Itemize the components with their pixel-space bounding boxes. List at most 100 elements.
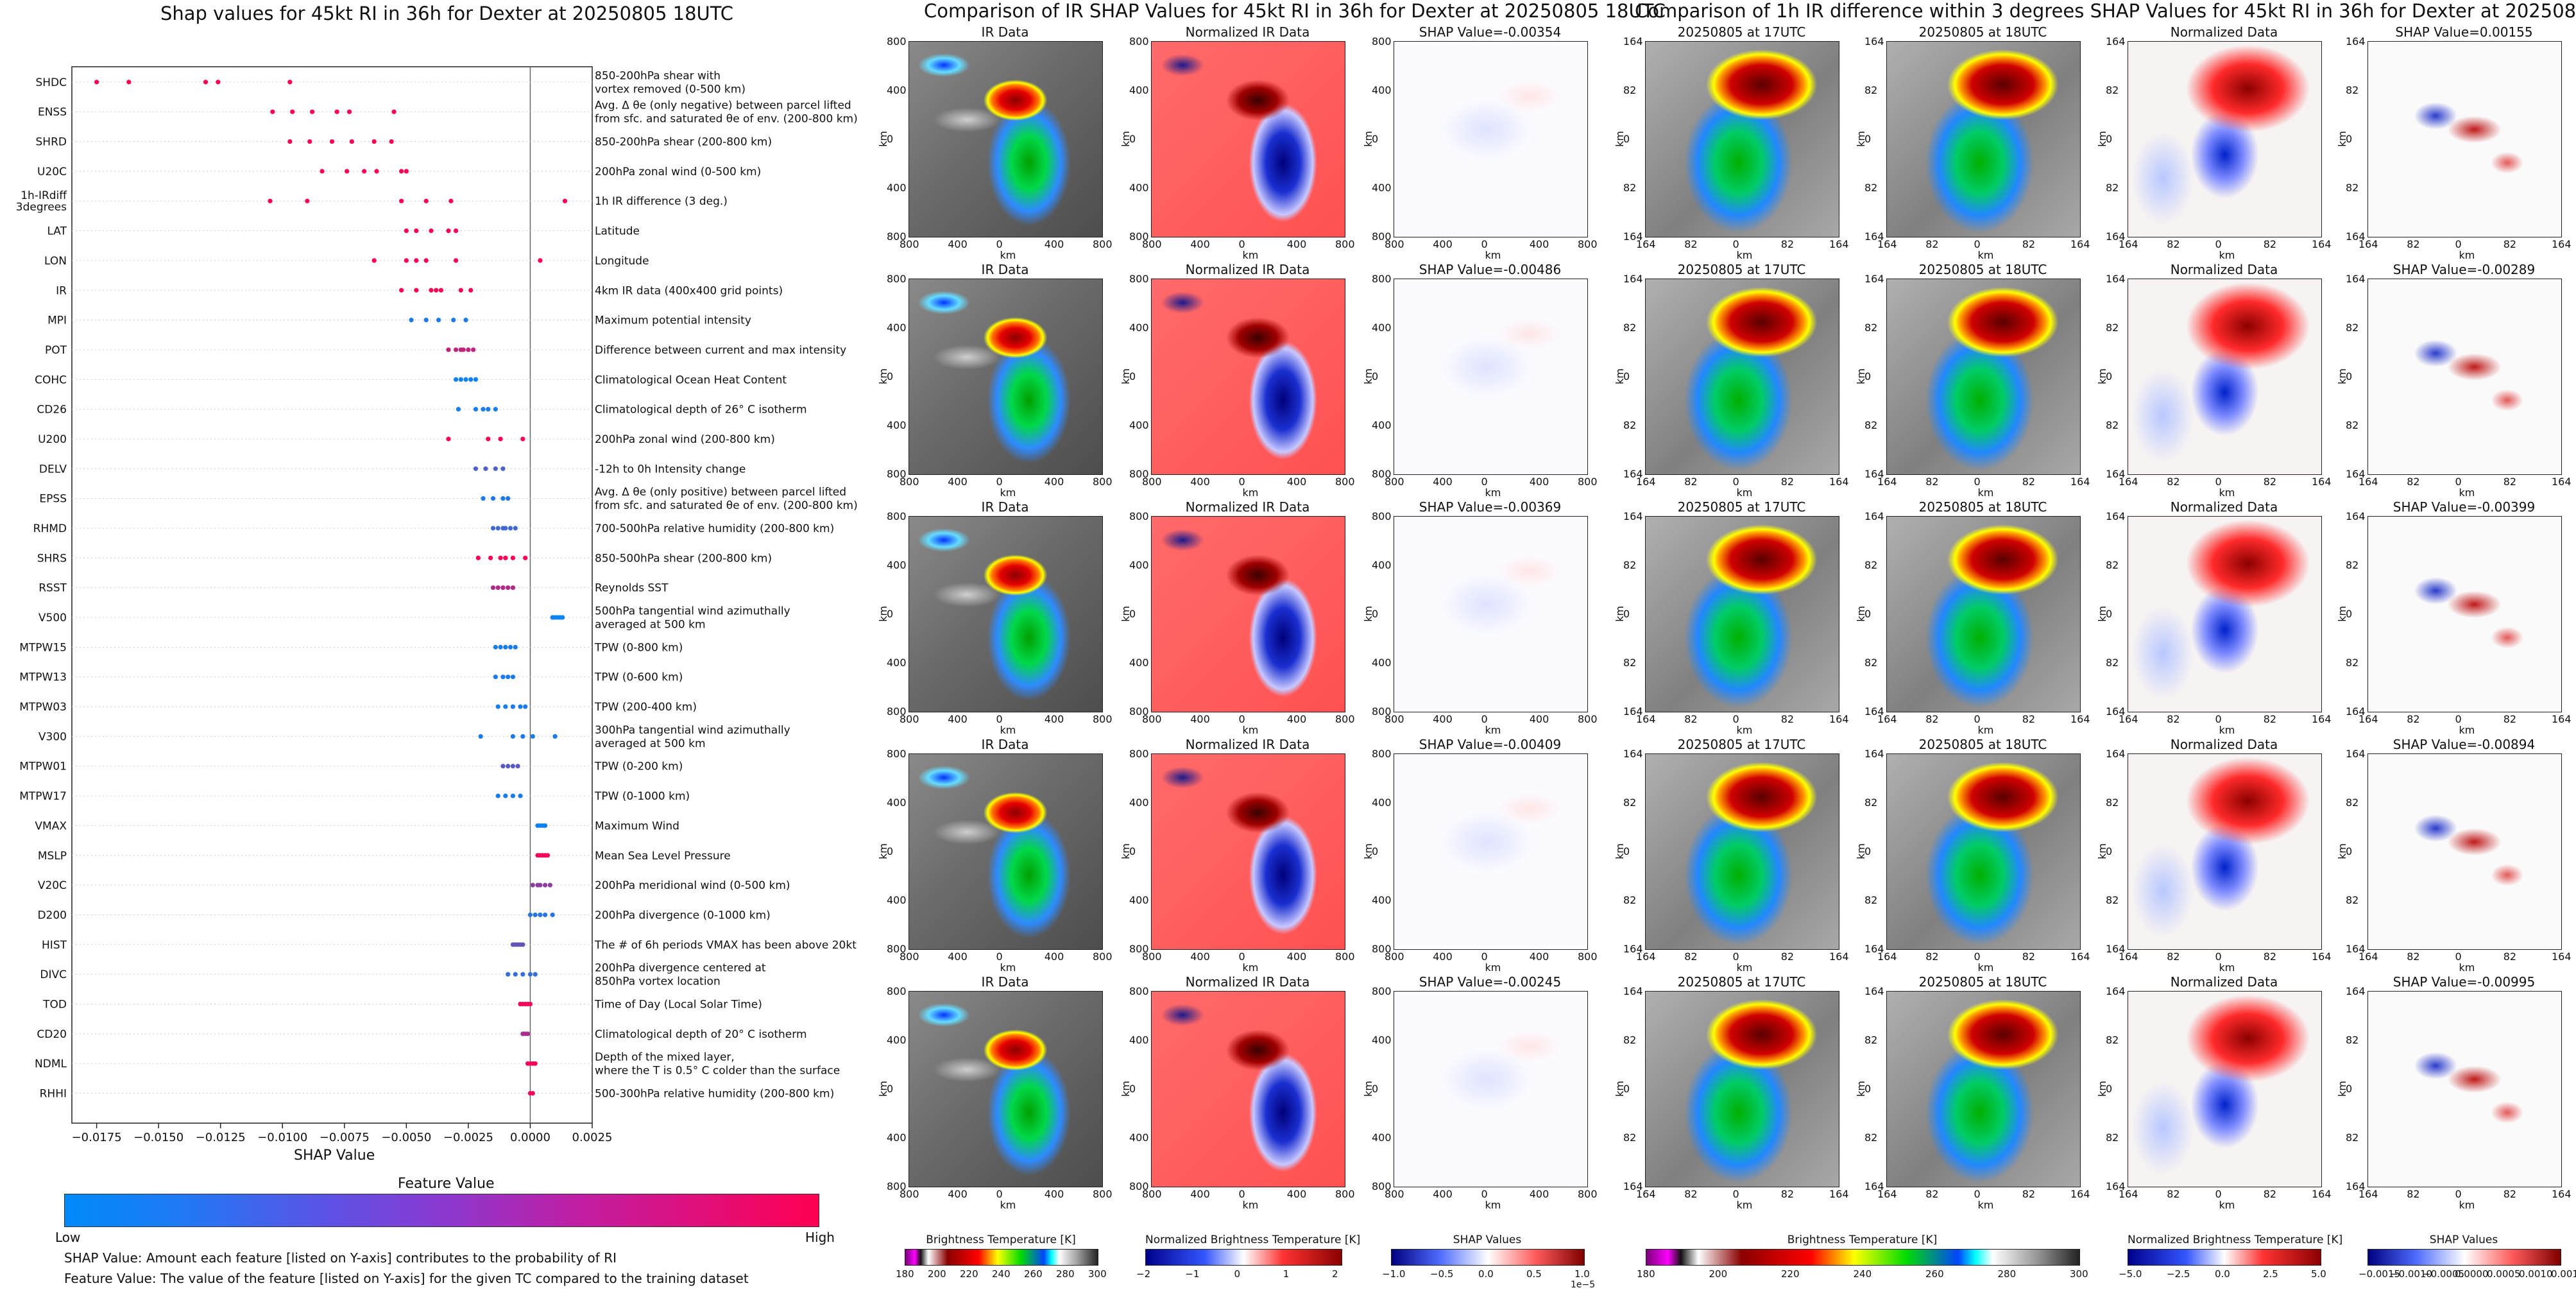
x-tick-label: 82 — [1780, 713, 1795, 725]
panel-title: 20250805 at 18UTC — [1918, 262, 2047, 277]
feature-label: HIST — [42, 939, 67, 952]
feature-description: 1h IR difference (3 deg.) — [595, 195, 728, 208]
x-tick-label: 800 — [1093, 476, 1113, 488]
shap-point — [506, 496, 511, 501]
y-tick-label: 0 — [2106, 608, 2113, 620]
x-axis-label: km — [1977, 486, 1994, 499]
y-tick-label: 82 — [1864, 84, 1878, 96]
colorbar-tick: 0.0010 — [2519, 1268, 2553, 1280]
y-axis-label: km — [1361, 131, 1374, 147]
y-tick-label: 82 — [2346, 657, 2359, 669]
colorbar — [2367, 1249, 2561, 1266]
colorbar-tick: 2 — [1332, 1268, 1338, 1280]
y-tick-label: 164 — [1864, 273, 1884, 285]
x-tick-label: 164 — [1877, 476, 1897, 488]
y-tick-label: 400 — [1129, 657, 1149, 669]
panel-title: Normalized Data — [2170, 974, 2278, 990]
middle-figure-title: Comparison of IR SHAP Values for 45kt RI… — [924, 0, 1666, 22]
shap-point — [550, 912, 555, 918]
x-tick-label: 82 — [2022, 713, 2036, 725]
y-tick-label: 164 — [2106, 748, 2126, 760]
x-tick-label: 0 — [2215, 713, 2222, 725]
feature-label: SHRS — [37, 552, 67, 565]
y-tick-label: 164 — [2106, 468, 2126, 480]
x-tick-label: 0 — [2215, 476, 2222, 488]
x-tick-label: 164 — [2070, 238, 2090, 250]
x-axis-label: km — [1485, 1199, 1501, 1211]
x-tick-label: 800 — [1385, 1188, 1404, 1200]
shap-point — [404, 169, 409, 174]
x-tick-label: 800 — [1093, 1188, 1113, 1200]
feature-value-colorbar — [64, 1194, 819, 1227]
x-tick-label: 0 — [2455, 713, 2462, 725]
shap-point — [399, 288, 404, 293]
x-tick-label: 0 — [1732, 950, 1739, 963]
y-axis-label: km — [2335, 131, 2348, 147]
x-tick-label: 164 — [2552, 713, 2572, 725]
y-axis-label: km — [2095, 606, 2108, 622]
x-tick-label: 400 — [1529, 238, 1549, 250]
x-tick-label: 164 — [2552, 238, 2572, 250]
shap-point — [126, 80, 132, 85]
feature-description: 700-500hPa relative humidity (200-800 km… — [595, 522, 834, 535]
y-tick-label: 82 — [2106, 1131, 2119, 1144]
colorbar-tick: −1 — [1185, 1268, 1200, 1280]
x-tick-label: 0 — [1481, 1188, 1488, 1200]
shap-point — [543, 912, 548, 918]
feature-label: CD20 — [37, 1028, 67, 1041]
feature-description: Climatological Ocean Heat Content — [595, 374, 787, 386]
shap-point — [490, 496, 496, 501]
shap-point — [362, 169, 367, 174]
y-tick-label: 0 — [887, 845, 894, 857]
y-tick-label: 400 — [1129, 419, 1149, 431]
x-tick-label: 800 — [1578, 476, 1598, 488]
x-tick-label: 400 — [1190, 950, 1210, 963]
colorbar-tick: 0 — [1234, 1268, 1241, 1280]
panel-title: Normalized Data — [2170, 499, 2278, 515]
feature-description: TPW (200-400 km) — [594, 701, 697, 714]
x-tick-label: 0 — [996, 476, 1003, 488]
shap-point — [446, 436, 451, 442]
x-axis-label: km — [1242, 961, 1259, 974]
y-tick-label: 800 — [1129, 510, 1149, 522]
colorbar-tick: 220 — [1781, 1268, 1800, 1280]
x-tick-label: 82 — [2503, 238, 2517, 250]
shap-point — [429, 288, 434, 293]
feature-label: LAT — [47, 225, 67, 238]
y-tick-label: 0 — [1623, 845, 1630, 857]
colorbar — [1145, 1249, 1342, 1266]
y-axis-label: km — [876, 606, 889, 622]
left-chart-title: Shap values for 45kt RI in 36h for Dexte… — [160, 3, 734, 24]
y-axis-label: km — [2335, 606, 2348, 622]
y-tick-label: 0 — [1372, 1083, 1379, 1095]
x-tick-label: 0 — [1238, 476, 1245, 488]
colorbar-tick: −0.0010 — [2391, 1268, 2433, 1280]
x-tick-label: 0 — [2455, 1188, 2462, 1200]
normalized-ir-panel — [1151, 279, 1345, 475]
x-tick-label: 82 — [2407, 476, 2420, 488]
irdiff-shap-panel — [2367, 279, 2562, 475]
x-tick-label: 0 — [996, 950, 1003, 963]
shap-point — [500, 764, 506, 769]
normalized-diff-panel — [2128, 516, 2322, 712]
panel-title: Normalized IR Data — [1185, 499, 1310, 515]
colorbar-title: Brightness Temperature [K] — [926, 1234, 1076, 1246]
x-tick-label: 0 — [996, 1188, 1003, 1200]
x-tick-label: 82 — [1925, 238, 1939, 250]
x-tick-label: 0 — [1238, 713, 1245, 725]
y-axis-label: km — [2095, 1081, 2108, 1097]
shap-point — [495, 585, 500, 590]
y-tick-label: 164 — [1623, 705, 1643, 718]
shap-point — [458, 288, 463, 293]
x-tick-label: 0 — [2455, 238, 2462, 250]
x-tick-label: 82 — [1780, 238, 1795, 250]
y-axis-label: km — [1854, 368, 1867, 384]
shap-point — [320, 169, 325, 174]
shap-point — [523, 704, 528, 709]
y-axis-label: km — [1854, 843, 1867, 859]
panel-title: 20250805 at 17UTC — [1677, 24, 1806, 40]
x-tick-label: −0.0175 — [72, 1131, 122, 1144]
y-tick-label: 800 — [1372, 1180, 1392, 1192]
y-tick-label: 82 — [2346, 419, 2359, 431]
